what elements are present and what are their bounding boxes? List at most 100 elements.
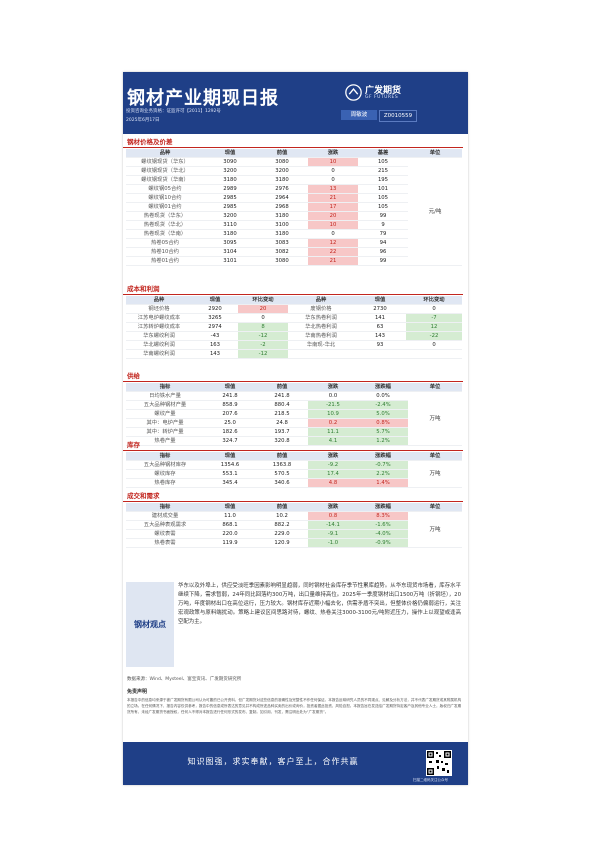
section-title-cost: 成本和利润 <box>127 285 160 293</box>
current-value: 93 <box>354 340 406 350</box>
change-value: 4.8 <box>308 478 358 488</box>
change-percent: -0.7% <box>358 460 408 470</box>
row-label: 建材成交量 <box>126 511 204 521</box>
table-row: 华南螺纹利润 143 -12 <box>126 349 462 359</box>
change-value: -12 <box>238 349 288 359</box>
column-header: 环比变动 <box>406 296 462 305</box>
row-label: 热卷现货（华北） <box>126 220 204 230</box>
current-value: 3110 <box>204 220 256 230</box>
row-label: 螺纹钢现货（华南） <box>126 175 204 185</box>
view-text: 华东以及外埠上，供应受淡旺季因素影响明显趋弱，同时钢材社会库存季节性累库趋势。从… <box>178 583 461 625</box>
row-label: 其中：转炉产量 <box>126 427 204 437</box>
row-label: 螺纹钢10合约 <box>126 193 204 203</box>
section-divider <box>123 450 463 451</box>
current-value: 3180 <box>204 175 256 185</box>
table-row: 螺纹钢01合约 2985 2968 17 105 <box>126 202 462 212</box>
change-value: -21.5 <box>308 400 358 410</box>
change-value: 12 <box>308 238 358 248</box>
section-divider <box>123 501 463 502</box>
previous-value: 882.2 <box>256 520 308 530</box>
column-header: 环比变动 <box>238 296 288 305</box>
table-row: 螺纹表需 220.0 229.0 -9.1 -4.0% <box>126 529 462 539</box>
current-value: 25.0 <box>204 418 256 428</box>
basis-value: 99 <box>358 211 408 221</box>
column-header: 前值 <box>256 452 308 461</box>
current-value: 143 <box>192 349 238 359</box>
table-row: 热卷01合约 3101 3080 21 99 <box>126 256 462 266</box>
row-label: 江苏转炉螺纹成本 <box>126 322 192 332</box>
unit-label: 万吨 <box>408 511 462 548</box>
row-label: 热卷产量 <box>126 436 204 446</box>
previous-value: 10.2 <box>256 511 308 521</box>
change-percent: 2.2% <box>358 469 408 479</box>
section-title-inventory: 库存 <box>127 441 140 449</box>
previous-value: 2968 <box>256 202 308 212</box>
unit-label: 元/吨 <box>408 157 462 266</box>
row-label: 华东螺纹利润 <box>126 331 192 341</box>
basis-value: 94 <box>358 238 408 248</box>
current-value: 3265 <box>192 313 238 323</box>
previous-value: 193.7 <box>256 427 308 437</box>
row-label: 热卷现货（华东） <box>126 211 204 221</box>
report-date: 2025年6月17日 <box>126 118 160 123</box>
change-value: 20 <box>308 211 358 221</box>
change-value: 0.8 <box>308 511 358 521</box>
column-header: 现值 <box>204 383 256 392</box>
row-label: 华东热卷利润 <box>288 313 354 323</box>
current-value: 119.9 <box>204 538 256 548</box>
current-value: 143 <box>354 331 406 341</box>
previous-value: 218.5 <box>256 409 308 419</box>
change-percent: 5.0% <box>358 409 408 419</box>
current-value: 2730 <box>354 304 406 314</box>
change-value: -12 <box>238 331 288 341</box>
basis-value: 105 <box>358 193 408 203</box>
change-value: 11.1 <box>308 427 358 437</box>
current-value: 220.0 <box>204 529 256 539</box>
current-value: 3095 <box>204 238 256 248</box>
column-header: 涨跌幅 <box>358 452 408 461</box>
change-value: -1.0 <box>308 538 358 548</box>
basis-value: 96 <box>358 247 408 257</box>
current-value: 2974 <box>192 322 238 332</box>
column-header: 品种 <box>126 296 192 305</box>
column-header: 现值 <box>192 296 238 305</box>
table-row: 热卷05合约 3095 3083 12 94 <box>126 238 462 248</box>
change-value: 22 <box>308 247 358 257</box>
unit-label: 万吨 <box>408 391 462 446</box>
section-divider <box>123 381 463 382</box>
row-label: 华南现-华北 <box>288 340 354 350</box>
table-row: 热卷现货（华东） 3200 3180 20 99 <box>126 211 462 221</box>
previous-value: 229.0 <box>256 529 308 539</box>
row-label: 华南热卷利润 <box>288 331 354 341</box>
current-value: 3090 <box>204 157 256 167</box>
change-value: -9.2 <box>308 460 358 470</box>
current-value: 868.1 <box>204 520 256 530</box>
current-value: -43 <box>192 331 238 341</box>
column-header: 现值 <box>204 452 256 461</box>
column-header: 涨跌 <box>308 503 358 512</box>
price-table: 品种 现值 前值 涨跌 基差 单位 螺纹钢现货（华东） 3090 3080 10 105 元/吨 螺纹钢… <box>126 149 462 266</box>
report-title: 钢材产业期现日报 <box>127 88 279 109</box>
current-value: 163 <box>192 340 238 350</box>
row-label: 热卷05合约 <box>126 238 204 248</box>
row-label: 华北螺纹利润 <box>126 340 192 350</box>
change-value: 13 <box>308 184 358 194</box>
table-row: 热卷现货（华南） 3180 3180 0 79 <box>126 229 462 239</box>
change-value: 21 <box>308 256 358 266</box>
table-header-row: 指标 现值 前值 涨跌 涨跌幅 单位 <box>126 452 462 461</box>
column-header: 指标 <box>126 452 204 461</box>
supply-table: 指标 现值 前值 涨跌 涨跌幅 单位 日均铁水产量 241.8 241.8 0.0 0.0% 万吨 五大… <box>126 383 462 446</box>
data-source: 数据来源：Wind、Mysteel、富宝资讯、广发期货研究所 <box>127 677 242 682</box>
table-row: 螺纹钢05合约 2989 2976 13 101 <box>126 184 462 194</box>
qr-code-icon <box>426 750 452 776</box>
previous-value: 2976 <box>256 184 308 194</box>
previous-value: 3080 <box>256 256 308 266</box>
previous-value: 3180 <box>256 211 308 221</box>
table-row: 螺纹钢现货（华南） 3180 3180 0 195 <box>126 175 462 185</box>
current-value <box>354 349 406 359</box>
row-label: 江苏电炉螺纹成本 <box>126 313 192 323</box>
table-header-row: 指标 现值 前值 涨跌 涨跌幅 单位 <box>126 383 462 392</box>
current-value: 63 <box>354 322 406 332</box>
row-label: 螺纹库存 <box>126 469 204 479</box>
change-percent: -0.9% <box>358 538 408 548</box>
